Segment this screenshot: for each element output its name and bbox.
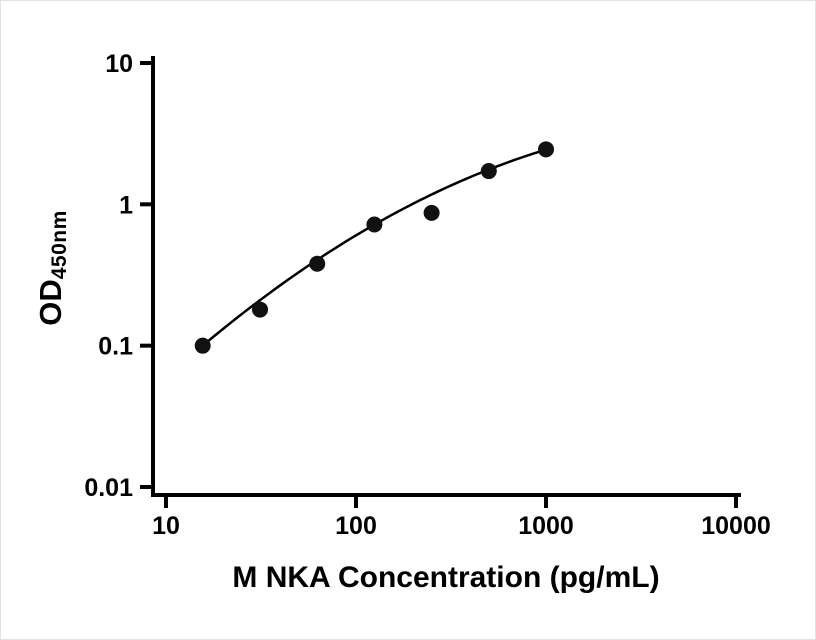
- y-tick-label: 10: [105, 50, 133, 78]
- x-tick-label: 10: [152, 512, 180, 540]
- y-axis-title-main: OD: [33, 279, 68, 326]
- y-tick-label: 1: [119, 191, 133, 219]
- fitted-curve: [201, 148, 547, 347]
- y-axis-title-subscript: 450nm: [48, 210, 71, 280]
- y-tick-label: 0.1: [98, 333, 133, 361]
- data-point: [366, 216, 383, 233]
- data-point: [194, 337, 211, 354]
- data-point: [538, 141, 554, 158]
- y-tick-label: 0.01: [84, 474, 133, 502]
- data-point: [480, 163, 497, 180]
- x-tick-label: 10000: [701, 512, 771, 540]
- x-tick-label: 100: [335, 512, 377, 540]
- data-point: [309, 255, 326, 272]
- y-axis-title: OD450nm: [33, 210, 71, 326]
- x-tick-label: 1000: [518, 512, 574, 540]
- x-axis-title: M NKA Concentration (pg/mL): [232, 561, 660, 594]
- data-point: [252, 301, 269, 318]
- data-point: [423, 204, 440, 221]
